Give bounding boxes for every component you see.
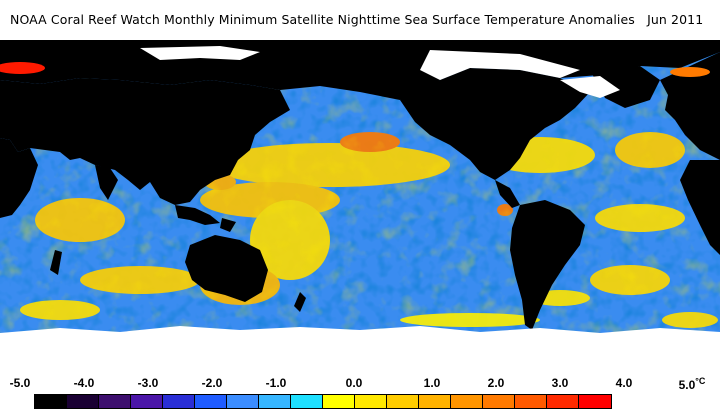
colorbar-swatch [99,395,131,408]
colorbar-tick: -2.0 [201,376,223,390]
colorbar-swatch [579,395,611,408]
north-america [400,68,590,180]
colorbar-unit: °C [695,376,706,386]
colorbar-tick: 3.0 [551,376,569,390]
colorbar-tick: 0.0 [345,376,363,390]
colorbar [34,394,612,409]
colorbar-tick: 4.0 [615,376,633,390]
hotspot-northwest [0,62,45,74]
date-label: Jun 2011 [647,12,704,27]
eurasia [0,78,290,205]
colorbar-tick-max: 5.0°C [679,376,706,392]
arctic-ice-north-america [420,50,580,80]
india [95,165,118,200]
colorbar-tick: 1.0 [423,376,441,390]
se-asia-islands [175,205,236,232]
greenland [590,66,660,108]
colorbar-tick: -1.0 [265,376,287,390]
africa-right [680,160,720,255]
arctic-ice-greenland [560,76,620,98]
new-zealand [294,292,306,312]
title-text: NOAA Coral Reef Watch Monthly Minimum Sa… [10,12,635,27]
colorbar-tick: -5.0 [9,376,31,390]
arctic-ice-asia [140,46,260,60]
europe-right [660,52,720,160]
colorbar-swatch [419,395,451,408]
colorbar-swatch [259,395,291,408]
sst-anomaly-map [0,40,720,371]
south-america [510,200,585,330]
colorbar-tick: -4.0 [73,376,95,390]
australia [185,235,268,302]
colorbar-swatch [163,395,195,408]
colorbar-tick: -3.0 [137,376,159,390]
sea-ice [0,46,720,371]
colorbar-swatch [547,395,579,408]
colorbar-tick: 5.0 [678,378,696,392]
central-america [495,180,520,208]
colorbar-swatch [227,395,259,408]
colorbar-swatch [451,395,483,408]
colorbar-labels: -5.0 -4.0 -3.0 -2.0 -1.0 0.0 1.0 2.0 3.0… [0,376,720,392]
africa [0,138,38,218]
colorbar-tick: 2.0 [487,376,505,390]
colorbar-swatch [355,395,387,408]
colorbar-swatch [67,395,99,408]
map-title: NOAA Coral Reef Watch Monthly Minimum Sa… [0,0,720,40]
antarctic-ice [0,326,720,371]
colorbar-swatch [483,395,515,408]
colorbar-swatch [387,395,419,408]
madagascar [50,250,62,275]
hotspot-northeast [670,67,710,77]
colorbar-swatch [131,395,163,408]
colorbar-swatch [35,395,67,408]
colorbar-swatch [195,395,227,408]
colorbar-swatch [323,395,355,408]
colorbar-swatch [515,395,547,408]
colorbar-swatch [291,395,323,408]
